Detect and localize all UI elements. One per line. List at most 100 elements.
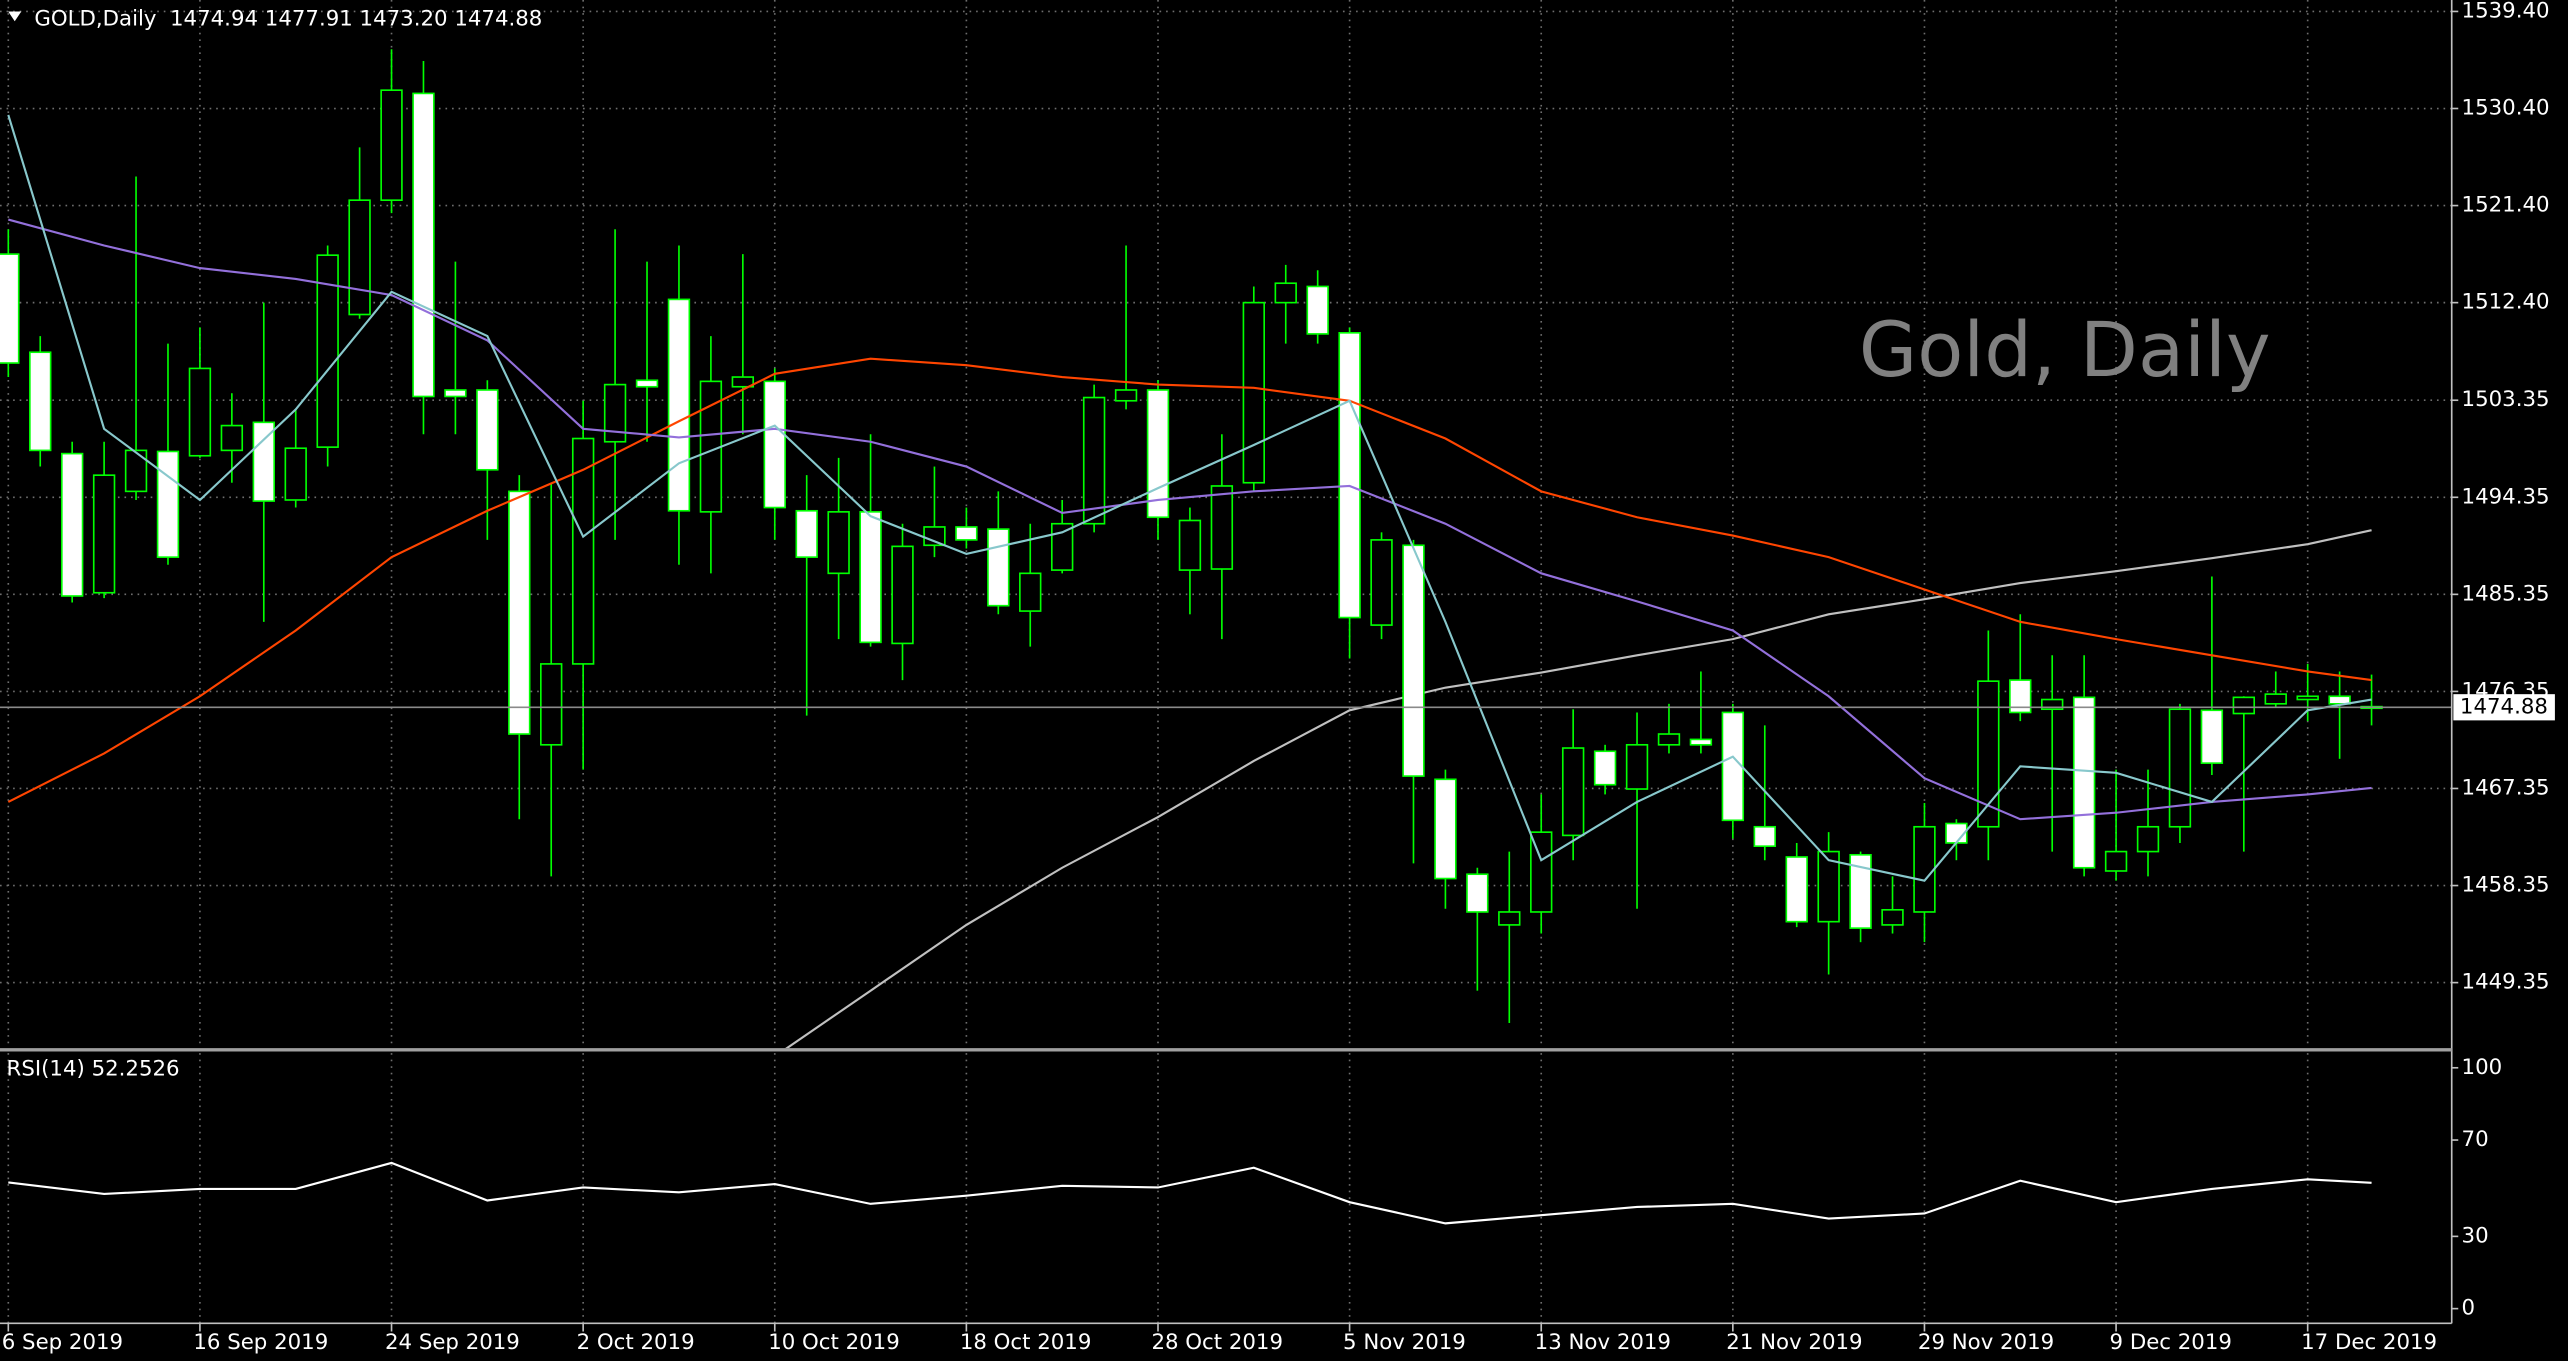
x-tick-label: 28 Oct 2019 (1151, 1330, 1283, 1355)
candle-body (92, 474, 116, 594)
candle-body (1082, 396, 1106, 525)
x-tick-label: 13 Nov 2019 (1535, 1330, 1671, 1355)
x-tick-label: 10 Oct 2019 (768, 1330, 900, 1355)
x-tick-label: 9 Dec 2019 (2110, 1330, 2232, 1355)
candle-body (1338, 332, 1361, 619)
candle-body (2136, 825, 2160, 853)
candle-body (252, 421, 275, 502)
candle-body (316, 254, 339, 448)
candle-body (1689, 738, 1713, 746)
candle-body (1498, 911, 1521, 926)
y-tick-label: 100 (2462, 1055, 2503, 1080)
y-tick-label: 30 (2462, 1223, 2489, 1248)
candle-body (987, 528, 1010, 607)
candle-body (60, 452, 84, 597)
candle-body (635, 379, 659, 388)
y-tick-label: 0 (2462, 1296, 2476, 1321)
x-tick-label: 16 Sep 2019 (193, 1330, 328, 1355)
y-tick-label: 1512.40 (2462, 290, 2550, 315)
candle-body (1242, 301, 1266, 484)
candle-body (1530, 831, 1553, 913)
candle-body (795, 509, 818, 558)
moving-average (8, 218, 2372, 821)
candle-body (603, 383, 627, 443)
candle-body (1019, 572, 1042, 612)
candle-body (1114, 389, 1138, 402)
candle-body (1625, 743, 1649, 790)
candle-body (508, 490, 531, 735)
candle-body (2232, 696, 2256, 715)
candle-body (2104, 850, 2128, 872)
candle-body (1753, 825, 1776, 847)
x-tick-label: 21 Nov 2019 (1726, 1330, 1862, 1355)
candle-body (124, 449, 148, 493)
y-tick-label: 70 (2462, 1127, 2489, 1152)
candle-body (2296, 695, 2319, 701)
candle-body (2200, 709, 2224, 764)
candle-body (1402, 544, 1425, 777)
candle-body (1817, 850, 1840, 923)
x-tick-label: 24 Sep 2019 (385, 1330, 520, 1355)
candle-body (763, 380, 786, 509)
candle-body (1913, 825, 1936, 913)
candle-body (827, 511, 850, 575)
candle-body (1210, 485, 1234, 570)
candle-body (1561, 747, 1585, 837)
candle-body (1657, 733, 1681, 746)
x-tick-label: 6 Sep 2019 (2, 1330, 123, 1355)
candle-body (284, 447, 307, 501)
candle-body (476, 389, 499, 471)
candle-body (412, 92, 435, 398)
candle-body (1785, 856, 1808, 923)
candle-body (348, 199, 371, 316)
candle-body (731, 376, 755, 388)
candle-body (1881, 908, 1904, 926)
y-tick-label: 1458.35 (2462, 873, 2550, 898)
y-tick-label: 1449.35 (2462, 970, 2550, 995)
candle-body (29, 351, 52, 452)
moving-average (784, 529, 2372, 1049)
candle-body (891, 545, 914, 645)
chart-header: GOLD,Daily 1474.94 1477.91 1473.20 1474.… (34, 7, 542, 32)
rsi-plot (8, 1161, 2372, 1225)
moving-average (7, 114, 2372, 882)
x-tick-label: 5 Nov 2019 (1343, 1330, 1466, 1355)
y-tick-label: 1539.40 (2462, 0, 2550, 23)
candle-body (2041, 698, 2064, 711)
candle-body (923, 526, 946, 547)
y-tick-label: 1494.35 (2462, 484, 2550, 509)
candle-body (1721, 711, 1745, 822)
candle-body (1593, 750, 1617, 786)
candle-body (380, 89, 403, 201)
candle-body (220, 424, 244, 452)
candle-body (1050, 522, 1074, 571)
menu-arrow (8, 11, 22, 22)
y-tick-label: 1503.35 (2462, 387, 2550, 412)
current-price-box (2453, 694, 2555, 721)
candle-body (1146, 389, 1170, 519)
candle-body (1178, 519, 1202, 571)
candle-body (571, 437, 595, 665)
watermark: Gold, Daily (1859, 306, 2271, 394)
x-tick-label: 2 Oct 2019 (577, 1330, 695, 1355)
y-tick-label: 1521.40 (2462, 193, 2550, 218)
candle-body (859, 511, 882, 644)
candle-body (2328, 695, 2351, 705)
price-plot (0, 49, 2452, 1049)
y-tick-label: 1485.35 (2462, 581, 2550, 606)
candle-body (955, 526, 978, 541)
candle-body (2264, 693, 2287, 705)
candle-body (1370, 539, 1393, 626)
candle-body (1274, 282, 1297, 304)
candle-body (1849, 853, 1872, 929)
candle-body (2009, 679, 2032, 714)
y-tick-label: 1530.40 (2462, 96, 2550, 121)
candle-body (1434, 778, 1457, 880)
candle-body (1977, 680, 2000, 828)
candle-body (188, 367, 212, 457)
candle-body (156, 450, 180, 558)
candle-body (0, 253, 20, 364)
moving-average (7, 357, 2372, 803)
